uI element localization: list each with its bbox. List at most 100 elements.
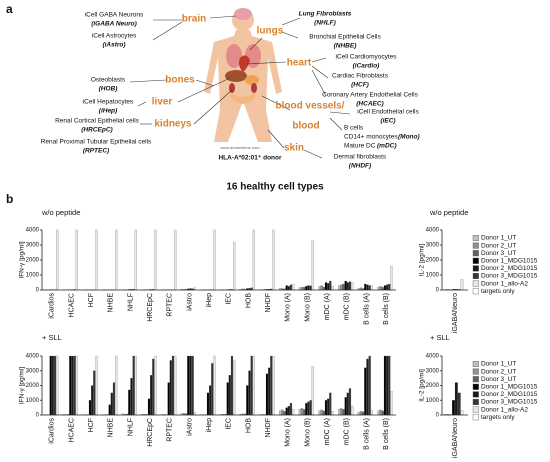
bar <box>279 410 282 416</box>
bar <box>329 280 332 291</box>
bar <box>320 409 323 416</box>
connectors <box>129 15 351 159</box>
bar <box>390 265 393 291</box>
x-tick-label: Mono (B) <box>304 293 311 322</box>
bar <box>327 283 330 291</box>
bar <box>134 229 137 291</box>
y-tick-label: 0 <box>436 413 440 419</box>
bar <box>228 375 231 416</box>
chart-title: w/o peptide <box>41 208 80 217</box>
blood-cell: Mature DC <box>344 143 376 150</box>
cell-abbr: (HCF) <box>351 82 369 89</box>
bar <box>368 285 371 291</box>
bar <box>357 411 360 416</box>
legend-label: Donor 1_MDG1015 <box>481 258 538 265</box>
chart-title: w/o peptide <box>429 208 468 217</box>
y-tick-label: 1000 <box>426 273 440 279</box>
bar <box>154 229 157 291</box>
bar <box>309 285 312 291</box>
bar <box>307 401 310 416</box>
x-tick-label: NHLF <box>127 293 134 311</box>
y-tick-label: 1000 <box>26 398 40 404</box>
y-tick-label: 4000 <box>26 228 40 234</box>
bar <box>366 284 369 291</box>
bar <box>342 409 345 416</box>
bar <box>128 389 131 416</box>
x-tick-label: NHDF <box>265 418 272 437</box>
organ-label: skin <box>284 143 304 154</box>
cell-abbr: (HRCEpC) <box>81 127 112 134</box>
bar <box>292 283 295 291</box>
bar <box>167 382 170 416</box>
chart-title: + SLL <box>430 333 450 342</box>
organ-label: bones <box>165 75 195 86</box>
bar <box>454 382 458 416</box>
body-illustration <box>204 8 282 142</box>
bar <box>246 385 249 416</box>
legend-swatch <box>472 361 479 368</box>
bar <box>189 355 192 416</box>
legend-swatch <box>472 383 479 390</box>
bar <box>327 398 330 416</box>
chart-title: + SLL <box>42 333 62 342</box>
y-tick-label: 2000 <box>426 383 440 389</box>
bar <box>56 229 59 291</box>
legend-label: Donor 1_MDG1015 <box>481 384 538 391</box>
bar <box>75 229 78 291</box>
x-tick-label: RPTEC <box>167 293 174 317</box>
x-tick-label: NHBE <box>108 293 115 313</box>
bar <box>108 404 111 416</box>
bar <box>324 282 328 291</box>
bar <box>272 355 275 416</box>
x-tick-label: iHep <box>206 293 213 308</box>
cell-abbr: (HCAEC) <box>356 101 383 108</box>
bar <box>364 367 367 416</box>
cell-abbr: (iHep) <box>99 108 117 115</box>
organ-label: lungs <box>257 26 284 37</box>
bar <box>383 285 387 291</box>
bar <box>390 391 393 416</box>
bar <box>338 409 341 416</box>
bar <box>364 283 367 291</box>
y-axis-label: IFN-γ [pg/ml] <box>19 367 26 404</box>
bar <box>115 355 118 416</box>
cell-name: Dermal fibroblasts <box>334 154 387 161</box>
legend-swatch <box>472 280 479 287</box>
bar <box>348 388 352 416</box>
organ-label: blood <box>292 121 319 132</box>
cell-name: iCell Astrocytes <box>92 33 137 40</box>
bar <box>322 286 325 291</box>
bar <box>250 355 253 416</box>
bar <box>112 382 116 416</box>
y-tick-label: 3000 <box>426 368 440 374</box>
y-tick-label: 3000 <box>426 243 440 249</box>
y-tick-label: 2000 <box>26 383 40 389</box>
bar <box>187 355 190 416</box>
legend-label: Donor 2_UT <box>481 368 516 375</box>
bar <box>265 373 269 416</box>
cell-abbr: (NHDF) <box>349 163 371 170</box>
x-tick-label: HRCEpC <box>147 418 154 447</box>
x-tick-label: iAstro <box>186 418 193 436</box>
legend-swatch <box>472 399 479 406</box>
organ-label: liver <box>152 97 173 108</box>
bar <box>329 392 332 416</box>
y-axis-label: IL-2 [pg/ml] <box>419 369 426 402</box>
cell-name: Coronary Artery Endothelial Cells <box>322 92 418 99</box>
cell-name: iCell Cardiomyocytes <box>335 54 397 61</box>
y-tick-label: 2000 <box>26 258 40 264</box>
cell-name: Lung Fibroblasts <box>299 11 352 18</box>
legend-swatch <box>472 288 479 295</box>
organ-label: blood vessels/ <box>276 101 345 112</box>
bar <box>307 285 310 291</box>
bar <box>318 286 321 291</box>
cell-name: iCell GABA Neurons <box>85 12 144 19</box>
y-tick-label: 0 <box>36 413 40 419</box>
bar <box>346 282 349 291</box>
bar <box>268 367 271 416</box>
bar <box>386 355 389 416</box>
x-tick-label: iGABANeuro <box>452 293 459 333</box>
legend-swatch <box>472 234 479 241</box>
bar <box>152 358 155 416</box>
cell-abbr: (iCardio) <box>353 63 380 70</box>
